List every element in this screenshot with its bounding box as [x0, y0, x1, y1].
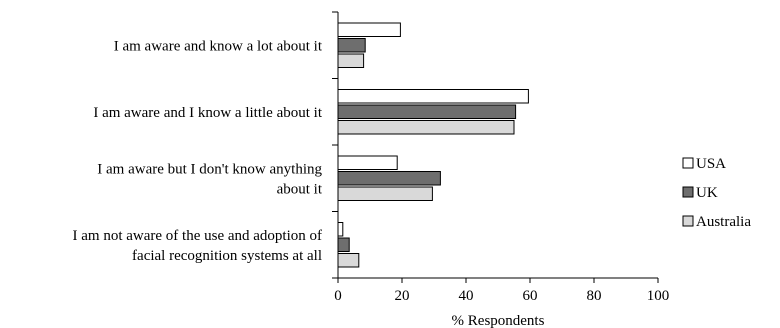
x-tick-label: 80: [587, 288, 602, 304]
x-tick-label: 20: [395, 288, 410, 304]
legend-label-uk: UK: [696, 185, 718, 201]
bar-usa-4: [337, 222, 344, 237]
bar-uk-1: [337, 38, 366, 53]
bars: [337, 22, 529, 268]
legend-swatch-australia: [682, 215, 694, 227]
bar-australia-2: [337, 120, 515, 135]
axes: 0 20 40 60 80 100: [332, 11, 670, 304]
category-label-3-line-1: I am aware but I don't know anything: [97, 161, 322, 177]
legend-label-usa: USA: [696, 156, 726, 172]
category-labels: I am aware and know a lot about it I am a…: [73, 38, 323, 264]
bar-uk-4: [337, 237, 350, 252]
category-label-1-line-1: I am aware and know a lot about it: [114, 38, 323, 54]
bar-uk-2: [337, 104, 517, 119]
category-label-3-line-2: about it: [277, 181, 323, 197]
category-label-4-line-2: facial recognition systems at all: [132, 248, 322, 264]
legend-label-australia: Australia: [696, 214, 751, 230]
x-tick-label: 100: [647, 288, 670, 304]
bar-uk-3: [337, 171, 441, 186]
bar-usa-1: [337, 22, 401, 37]
legend-swatch-uk: [682, 186, 694, 198]
bar-australia-3: [337, 186, 433, 201]
bar-australia-4: [337, 253, 360, 268]
bar-usa-3: [337, 155, 398, 170]
category-label-2-line-1: I am aware and I know a little about it: [93, 105, 323, 121]
bar-australia-1: [337, 53, 365, 68]
legend: USA UK Australia: [682, 156, 751, 230]
bar-usa-2: [337, 89, 529, 104]
x-tick-label: 40: [459, 288, 474, 304]
category-label-4-line-1: I am not aware of the use and adoption o…: [73, 228, 323, 244]
x-tick-label: 60: [523, 288, 538, 304]
x-axis-title: % Respondents: [452, 313, 545, 328]
legend-swatch-usa: [682, 157, 694, 169]
x-tick-label: 0: [334, 288, 342, 304]
